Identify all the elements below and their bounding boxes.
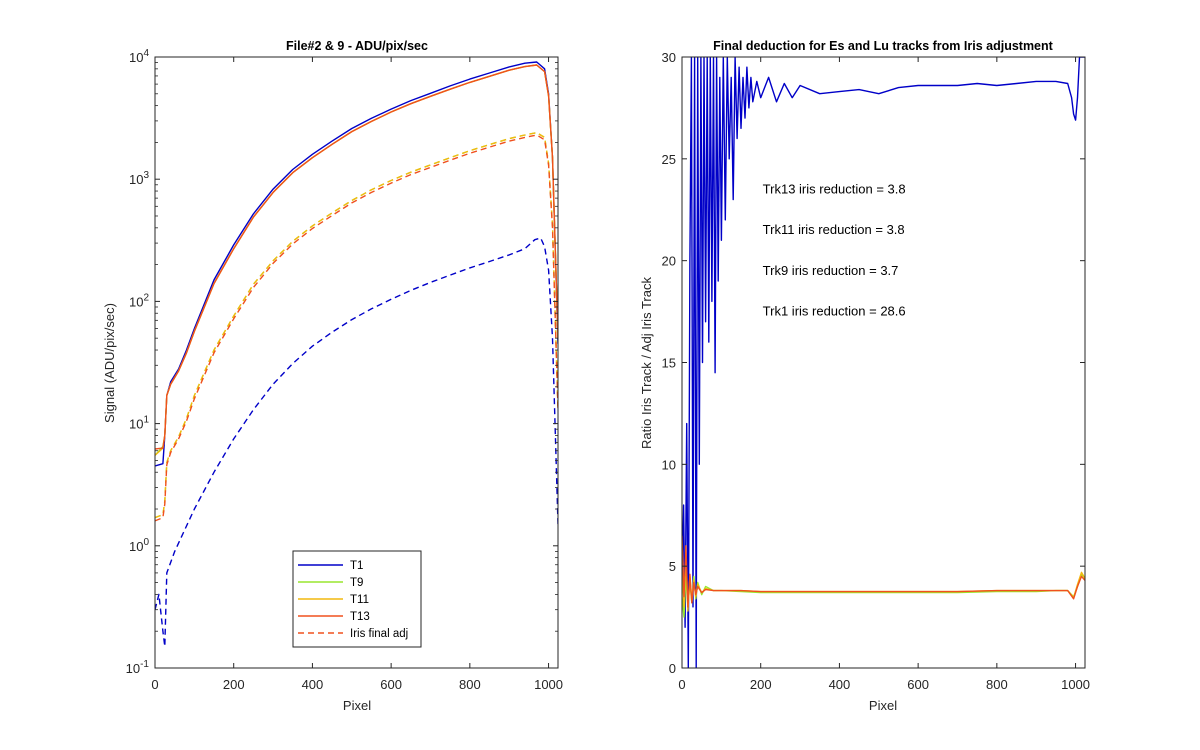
y-tick-label: 30	[662, 50, 676, 65]
legend-label: T9	[350, 577, 363, 589]
annotation-trk1: Trk1 iris reduction = 28.6	[763, 304, 906, 319]
left-y-axis-label: Signal (ADU/pix/sec)	[102, 303, 117, 423]
x-tick-label: 400	[829, 677, 851, 692]
x-tick-label: 200	[223, 677, 245, 692]
y-tick-label: 5	[669, 559, 676, 574]
x-tick-label: 600	[380, 677, 402, 692]
x-tick-label: 800	[986, 677, 1008, 692]
legend-entry: T9	[298, 577, 363, 589]
x-tick-label: 1000	[1061, 677, 1090, 692]
series-line	[682, 57, 1085, 668]
y-tick-label: 100	[129, 537, 149, 554]
x-tick-label: 1000	[534, 677, 563, 692]
left-chart-title: File#2 & 9 - ADU/pix/sec	[286, 39, 428, 53]
series-line	[155, 61, 558, 467]
y-tick-label: 20	[662, 254, 676, 269]
legend-label: T1	[350, 560, 363, 572]
y-tick-label: 10-1	[126, 659, 150, 676]
series-line	[682, 535, 1085, 608]
right-chart-title: Final deduction for Es and Lu tracks fro…	[713, 39, 1053, 53]
series-group	[682, 57, 1085, 668]
legend-entry: T11	[298, 594, 369, 606]
y-tick-label: 104	[129, 48, 149, 65]
right-y-axis-label: Ratio Iris Track / Adj Iris Track	[639, 277, 654, 449]
right-chart: Final deduction for Es and Lu tracks fro…	[639, 39, 1090, 713]
y-tick-label: 102	[129, 292, 149, 309]
annotation-trk9: Trk9 iris reduction = 3.7	[763, 263, 899, 278]
legend: T1 T9 T11 T13 Iris final adj	[292, 550, 422, 648]
series-line	[155, 237, 558, 648]
y-tick-label: 103	[129, 170, 149, 187]
legend-label: T13	[350, 611, 370, 623]
left-plot-area: 0 200 400 600 800 1000 10-1 100 101 102 103 104	[126, 48, 563, 692]
y-tick-label: 101	[129, 415, 149, 432]
annotation-trk11: Trk11 iris reduction = 3.8	[763, 222, 905, 237]
y-tick-label: 15	[662, 356, 676, 371]
legend-entry: T13	[298, 611, 370, 623]
right-x-axis-label: Pixel	[869, 698, 897, 713]
axes-box	[154, 56, 559, 669]
legend-label: Iris final adj	[350, 628, 408, 640]
y-tick-label: 10	[662, 457, 676, 472]
x-tick-label: 400	[302, 677, 324, 692]
x-tick-label: 200	[750, 677, 772, 692]
right-plot-area: 0 200 400 600 800 1000 0 5 10 15 20 25 30	[662, 50, 1090, 692]
x-tick-label: 0	[151, 677, 158, 692]
left-x-axis-label: Pixel	[343, 698, 371, 713]
x-tick-label: 600	[907, 677, 929, 692]
series-line	[155, 64, 558, 450]
legend-entry: Iris final adj	[298, 628, 408, 640]
x-tick-label: 0	[678, 677, 685, 692]
legend-entry: T1	[298, 560, 363, 572]
left-chart: File#2 & 9 - ADU/pix/sec 0 200 400 600 800 10…	[102, 39, 563, 713]
x-tick-label: 800	[459, 677, 481, 692]
legend-label: T11	[350, 594, 369, 606]
y-tick-label: 0	[669, 661, 676, 676]
annotation-trk13: Trk13 iris reduction = 3.8	[763, 181, 906, 196]
y-tick-label: 25	[662, 152, 676, 167]
series-group	[155, 61, 558, 648]
